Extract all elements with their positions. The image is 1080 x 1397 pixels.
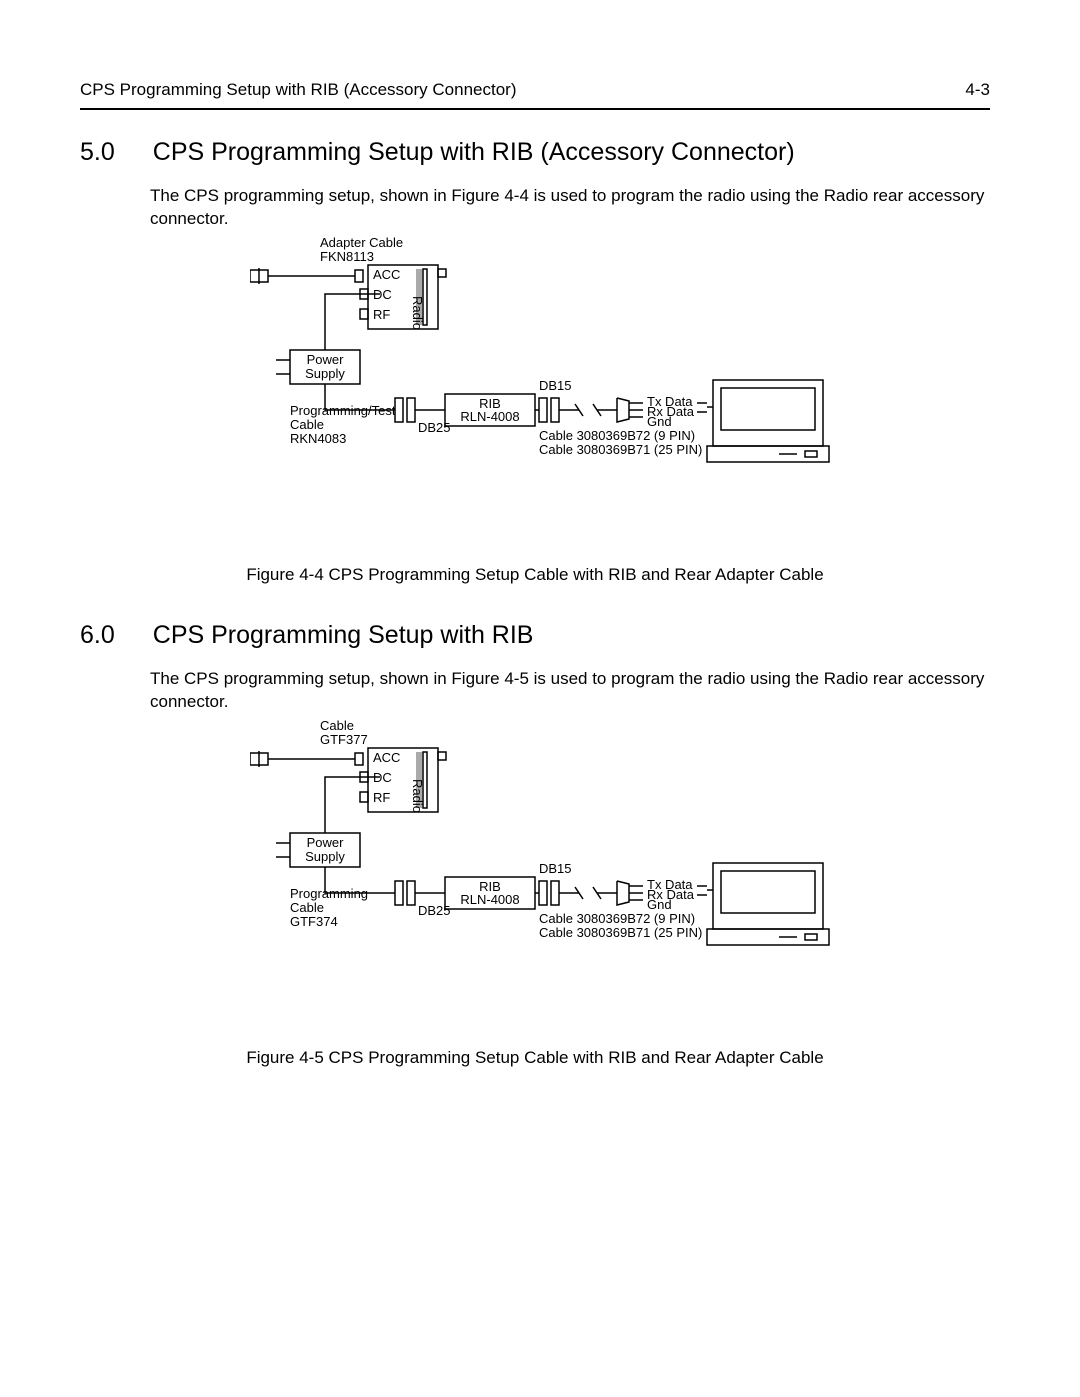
svg-text:Programming: Programming (290, 886, 368, 901)
svg-text:RLN-4008: RLN-4008 (460, 892, 519, 907)
figure-4-4-caption: Figure 4-4 CPS Programming Setup Cable w… (80, 565, 990, 585)
svg-text:Cable: Cable (290, 900, 324, 915)
section-6-paragraph: The CPS programming setup, shown in Figu… (150, 668, 990, 714)
svg-text:RLN-4008: RLN-4008 (460, 409, 519, 424)
section-5-heading: 5.0 CPS Programming Setup with RIB (Acce… (80, 138, 990, 167)
svg-text:Cable 3080369B72 (9 PIN): Cable 3080369B72 (9 PIN) (539, 911, 695, 926)
svg-text:Power: Power (307, 352, 345, 367)
figure-4-5-caption: Figure 4-5 CPS Programming Setup Cable w… (80, 1048, 990, 1068)
svg-text:Gnd: Gnd (647, 897, 672, 912)
section-5-paragraph: The CPS programming setup, shown in Figu… (150, 185, 990, 231)
svg-text:Cable 3080369B71 (25 PIN): Cable 3080369B71 (25 PIN) (539, 442, 702, 457)
svg-text:Adapter Cable: Adapter Cable (320, 235, 403, 250)
figure-4-4: Adapter CableFKN8113ACCDCRFRadioPowerSup… (250, 235, 990, 465)
svg-text:Supply: Supply (305, 849, 345, 864)
svg-text:Radio: Radio (410, 296, 425, 330)
header-pagenum: 4-3 (965, 80, 990, 100)
svg-text:Cable: Cable (290, 417, 324, 432)
svg-text:Cable 3080369B72 (9 PIN): Cable 3080369B72 (9 PIN) (539, 428, 695, 443)
svg-text:Programming/Test: Programming/Test (290, 403, 396, 418)
section-title-text: CPS Programming Setup with RIB (153, 621, 534, 650)
section-6-heading: 6.0 CPS Programming Setup with RIB (80, 621, 990, 650)
page: CPS Programming Setup with RIB (Accessor… (0, 0, 1080, 1144)
diagram-svg: CableGTF377ACCDCRFRadioPowerSupplyProgra… (250, 718, 870, 948)
svg-text:DB15: DB15 (539, 378, 572, 393)
section-number: 5.0 (80, 138, 115, 167)
section-title-text: CPS Programming Setup with RIB (Accessor… (153, 138, 795, 167)
figure-4-5: CableGTF377ACCDCRFRadioPowerSupplyProgra… (250, 718, 990, 948)
svg-text:Radio: Radio (410, 779, 425, 813)
svg-text:FKN8113: FKN8113 (320, 249, 374, 264)
svg-text:Gnd: Gnd (647, 414, 672, 429)
page-header: CPS Programming Setup with RIB (Accessor… (80, 80, 990, 100)
header-title: CPS Programming Setup with RIB (Accessor… (80, 80, 517, 100)
svg-text:Cable: Cable (320, 718, 354, 733)
svg-text:ACC: ACC (373, 750, 400, 765)
svg-text:RF: RF (373, 790, 390, 805)
diagram-svg: Adapter CableFKN8113ACCDCRFRadioPowerSup… (250, 235, 870, 465)
header-rule (80, 108, 990, 110)
svg-text:ACC: ACC (373, 267, 400, 282)
svg-text:Power: Power (307, 835, 345, 850)
svg-text:Cable 3080369B71 (25 PIN): Cable 3080369B71 (25 PIN) (539, 925, 702, 940)
svg-text:RKN4083: RKN4083 (290, 431, 346, 446)
svg-text:GTF374: GTF374 (290, 914, 338, 929)
section-number: 6.0 (80, 621, 115, 650)
svg-text:Supply: Supply (305, 366, 345, 381)
svg-text:GTF377: GTF377 (320, 732, 368, 747)
svg-text:RF: RF (373, 307, 390, 322)
svg-text:DB15: DB15 (539, 861, 572, 876)
